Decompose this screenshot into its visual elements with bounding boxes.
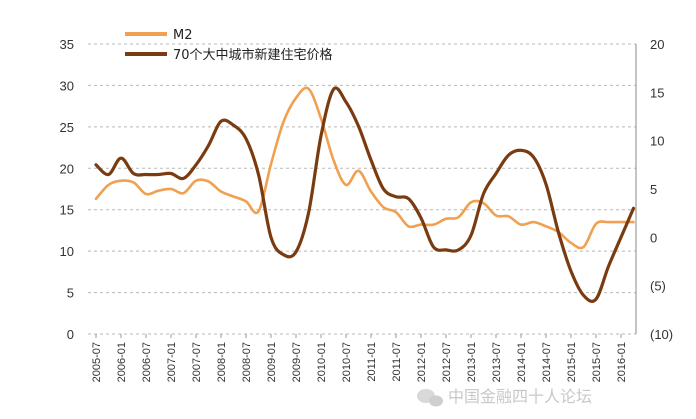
- watermark: 中国金融四十人论坛: [417, 387, 592, 407]
- x-tick-label: 2007-01: [166, 342, 178, 382]
- x-tick-label: 2009-07: [291, 342, 303, 382]
- x-tick-label: 2009-01: [266, 342, 278, 382]
- x-axis: 2005-07 2006-01 2006-07 2007-01 2007-07 2008-…: [91, 334, 628, 382]
- left-tick-label: 20: [60, 161, 74, 176]
- left-tick-label: 35: [60, 37, 74, 52]
- x-tick-label: 2011-07: [391, 342, 403, 382]
- right-tick-label: 0: [650, 230, 657, 245]
- right-tick-label: (10): [650, 327, 673, 342]
- right-tick-label: 10: [650, 134, 664, 149]
- watermark-text: 中国金融四十人论坛: [448, 387, 592, 406]
- left-tick-label: 10: [60, 244, 74, 259]
- left-tick-label: 25: [60, 120, 74, 135]
- series-line-m2: [94, 86, 635, 250]
- legend-label-housing: 70个大中城市新建住宅价格: [173, 47, 333, 63]
- x-tick-label: 2014-07: [541, 342, 553, 382]
- right-tick-label: (5): [650, 279, 666, 294]
- x-tick-label: 2010-01: [316, 342, 328, 382]
- x-tick-label: 2014-01: [516, 342, 528, 382]
- x-tick-label: 2007-07: [191, 342, 203, 382]
- right-tick-label: 15: [650, 85, 664, 100]
- series-line-housing-price: [94, 86, 636, 303]
- x-tick-label: 2013-07: [491, 342, 503, 382]
- x-tick-label: 2012-07: [441, 342, 453, 382]
- x-tick-label: 2016-01: [616, 342, 628, 382]
- x-tick-label: 2006-07: [141, 342, 153, 382]
- legend: M2 70个大中城市新建住宅价格: [125, 28, 333, 63]
- left-tick-label: 30: [60, 78, 74, 93]
- gridlines: [88, 43, 636, 335]
- left-tick-label: 15: [60, 203, 74, 218]
- wechat-icon: [417, 389, 443, 407]
- x-tick-label: 2008-07: [241, 342, 253, 382]
- right-axis: (10) (5) 0 5 10 15 20: [650, 37, 673, 342]
- x-tick-label: 2008-01: [216, 342, 228, 382]
- x-tick-label: 2015-07: [591, 342, 603, 382]
- legend-label-m2: M2: [173, 28, 193, 43]
- x-tick-label: 2012-01: [416, 342, 428, 382]
- series-lines: [94, 86, 636, 303]
- left-axis: 0 5 10 15 20 25 30 35: [60, 37, 74, 342]
- left-tick-label: 0: [67, 327, 74, 342]
- x-tick-label: 2015-01: [566, 342, 578, 382]
- x-tick-label: 2011-01: [366, 342, 378, 382]
- left-tick-label: 5: [67, 286, 74, 301]
- right-tick-label: 5: [650, 182, 657, 197]
- x-tick-label: 2010-07: [341, 342, 353, 382]
- x-tick-label: 2005-07: [91, 342, 103, 382]
- right-tick-label: 20: [650, 37, 664, 52]
- x-tick-label: 2006-01: [116, 342, 128, 382]
- x-tick-label: 2013-01: [466, 342, 478, 382]
